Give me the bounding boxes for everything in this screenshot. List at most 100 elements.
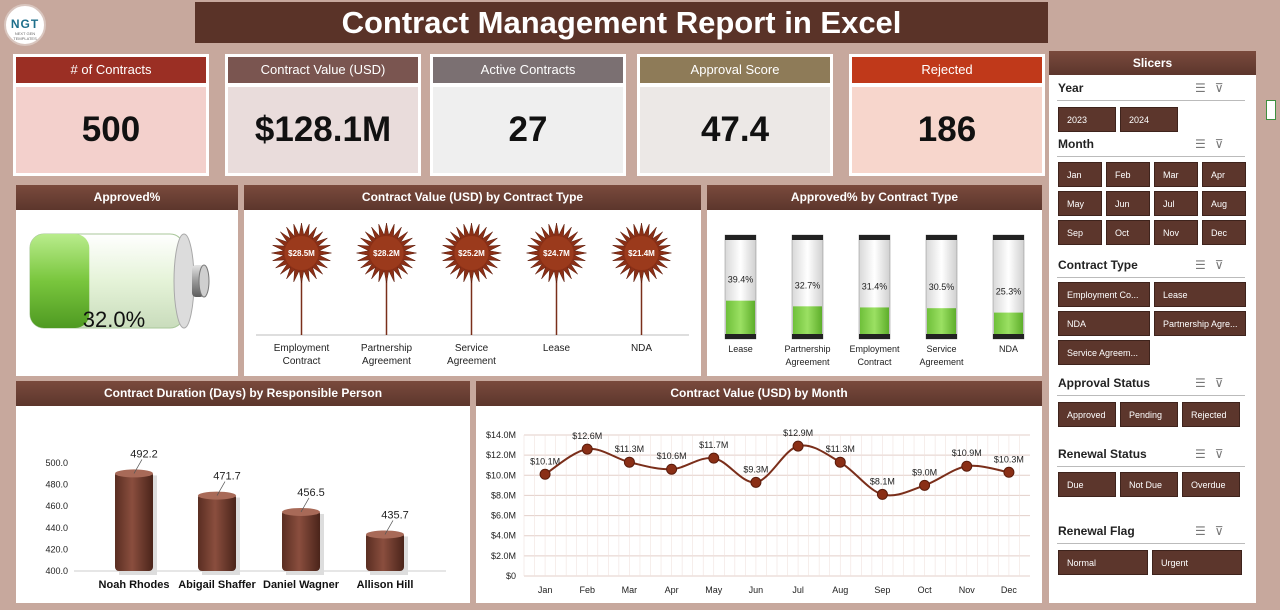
slicer-button[interactable]: Feb [1106, 162, 1150, 187]
bar-label: 435.7 [381, 509, 409, 521]
multi-select-icon[interactable]: ☰ [1195, 524, 1215, 538]
multi-select-icon[interactable]: ☰ [1195, 81, 1215, 95]
slicer-button[interactable]: Jan [1058, 162, 1102, 187]
slicer-button[interactable]: Service Agreem... [1058, 340, 1150, 365]
slicer-button[interactable]: Dec [1202, 220, 1246, 245]
point-label: $8.1M [870, 476, 895, 486]
slicer-button[interactable]: Rejected [1182, 402, 1240, 427]
bar [115, 471, 153, 571]
slicer-button[interactable]: Pending [1120, 402, 1178, 427]
category-label: Partnership [361, 343, 413, 354]
slicer-button[interactable]: NDA [1058, 311, 1150, 336]
slicer-button[interactable]: Not Due [1120, 472, 1178, 497]
burst-core [539, 236, 574, 270]
category-label: NDA [631, 343, 652, 354]
multi-select-icon[interactable]: ☰ [1195, 258, 1215, 272]
kpi-value: 27 [433, 87, 623, 173]
category-label: Employment [849, 344, 900, 354]
kpi-card: # of Contracts 500 [13, 54, 209, 176]
x-tick-label: Oct [918, 585, 933, 595]
clear-filter-icon[interactable]: ⊽ [1214, 447, 1233, 461]
clear-filter-icon[interactable]: ⊽ [1214, 258, 1233, 272]
burst-core [369, 236, 404, 270]
slicer-button[interactable]: 2024 [1120, 107, 1178, 132]
kpi-label: # of Contracts [16, 57, 206, 83]
tube-fill [860, 307, 889, 334]
kpi-value: $128.1M [228, 87, 418, 173]
category-label: Abigail Shaffer [178, 579, 256, 591]
approved-panel-title: Approved% [16, 185, 238, 210]
slicer-button[interactable]: Overdue [1182, 472, 1240, 497]
series-point [834, 456, 846, 468]
slicer-button[interactable]: Nov [1154, 220, 1198, 245]
category-label: Agreement [919, 357, 964, 367]
x-tick-label: Feb [579, 585, 595, 595]
series-point [876, 488, 888, 500]
page-title: Contract Management Report in Excel [195, 2, 1048, 43]
slicer-button[interactable]: May [1058, 191, 1102, 216]
slicer-button[interactable]: Apr [1202, 162, 1246, 187]
battery-end [173, 233, 195, 329]
slicer-divider [1057, 395, 1245, 396]
slicer-button[interactable]: Mar [1154, 162, 1198, 187]
clear-filter-icon[interactable]: ⊽ [1214, 376, 1233, 390]
bar-label: 471.7 [213, 471, 241, 483]
slicer-button[interactable]: Jun [1106, 191, 1150, 216]
point-label: $11.7M [699, 440, 728, 450]
slicer-button[interactable]: Oct [1106, 220, 1150, 245]
slicer-button[interactable]: Sep [1058, 220, 1102, 245]
tube-fill [994, 312, 1023, 334]
x-tick-label: Nov [959, 585, 976, 595]
multi-select-icon[interactable]: ☰ [1195, 447, 1215, 461]
burst-label: $24.7M [543, 249, 570, 258]
slicer-button[interactable]: Normal [1058, 550, 1148, 575]
multi-select-icon[interactable]: ☰ [1195, 137, 1215, 151]
slicer-button[interactable]: Urgent [1152, 550, 1242, 575]
approved-value: 32.0% [83, 307, 145, 332]
logo: NGT NEXT GEN TEMPLATES [4, 4, 46, 46]
x-tick-label: Sep [874, 585, 890, 595]
slicer-button[interactable]: Approved [1058, 402, 1116, 427]
category-label: Contract [283, 356, 321, 367]
approved-by-type-panel: Approved% by Contract Type 39.4% Lease 32.… [707, 185, 1042, 376]
clear-filter-icon[interactable]: ⊽ [1214, 524, 1233, 538]
clear-filter-icon[interactable]: ⊽ [1214, 81, 1233, 95]
slicer-button[interactable]: Jul [1154, 191, 1198, 216]
x-tick-label: Dec [1001, 585, 1018, 595]
point-label: $10.9M [952, 448, 982, 458]
duration-panel: Contract Duration (Days) by Responsible … [16, 381, 470, 603]
slicer-button[interactable]: Employment Co... [1058, 282, 1150, 307]
logo-text: NGT [10, 17, 40, 31]
tube-cap-top [993, 235, 1024, 240]
series-point [961, 460, 973, 472]
burst-label: $21.4M [628, 249, 655, 258]
slicer-button[interactable]: Due [1058, 472, 1116, 497]
scroll-handle[interactable] [1266, 100, 1276, 120]
logo-subtext: NEXT GEN TEMPLATES [13, 31, 37, 41]
tube-cap-bottom [926, 334, 957, 339]
category-label: Daniel Wagner [263, 579, 340, 591]
tube-fill [726, 300, 755, 334]
slicer-button[interactable]: Partnership Agre... [1154, 311, 1246, 336]
slicer-divider [1057, 277, 1245, 278]
point-label: $12.9M [783, 428, 813, 438]
tube-cap-bottom [792, 334, 823, 339]
burst-label: $28.2M [373, 249, 400, 258]
slicer-toolbar: ☰⊽ [1195, 81, 1233, 95]
slicer-button[interactable]: Aug [1202, 191, 1246, 216]
series-point [1003, 466, 1015, 478]
y-tick-label: $0 [506, 571, 516, 581]
multi-select-icon[interactable]: ☰ [1195, 376, 1215, 390]
clear-filter-icon[interactable]: ⊽ [1214, 137, 1233, 151]
point-label: $10.6M [657, 451, 687, 461]
kpi-label: Contract Value (USD) [228, 57, 418, 83]
y-tick-label: $8.0M [491, 490, 516, 500]
y-tick-label: $2.0M [491, 551, 516, 561]
y-tick-label: $12.0M [486, 450, 516, 460]
point-label: $9.3M [743, 464, 768, 474]
slicer-toolbar: ☰⊽ [1195, 137, 1233, 151]
kpi-label: Active Contracts [433, 57, 623, 83]
series-point [792, 440, 804, 452]
slicer-button[interactable]: Lease [1154, 282, 1246, 307]
slicer-button[interactable]: 2023 [1058, 107, 1116, 132]
